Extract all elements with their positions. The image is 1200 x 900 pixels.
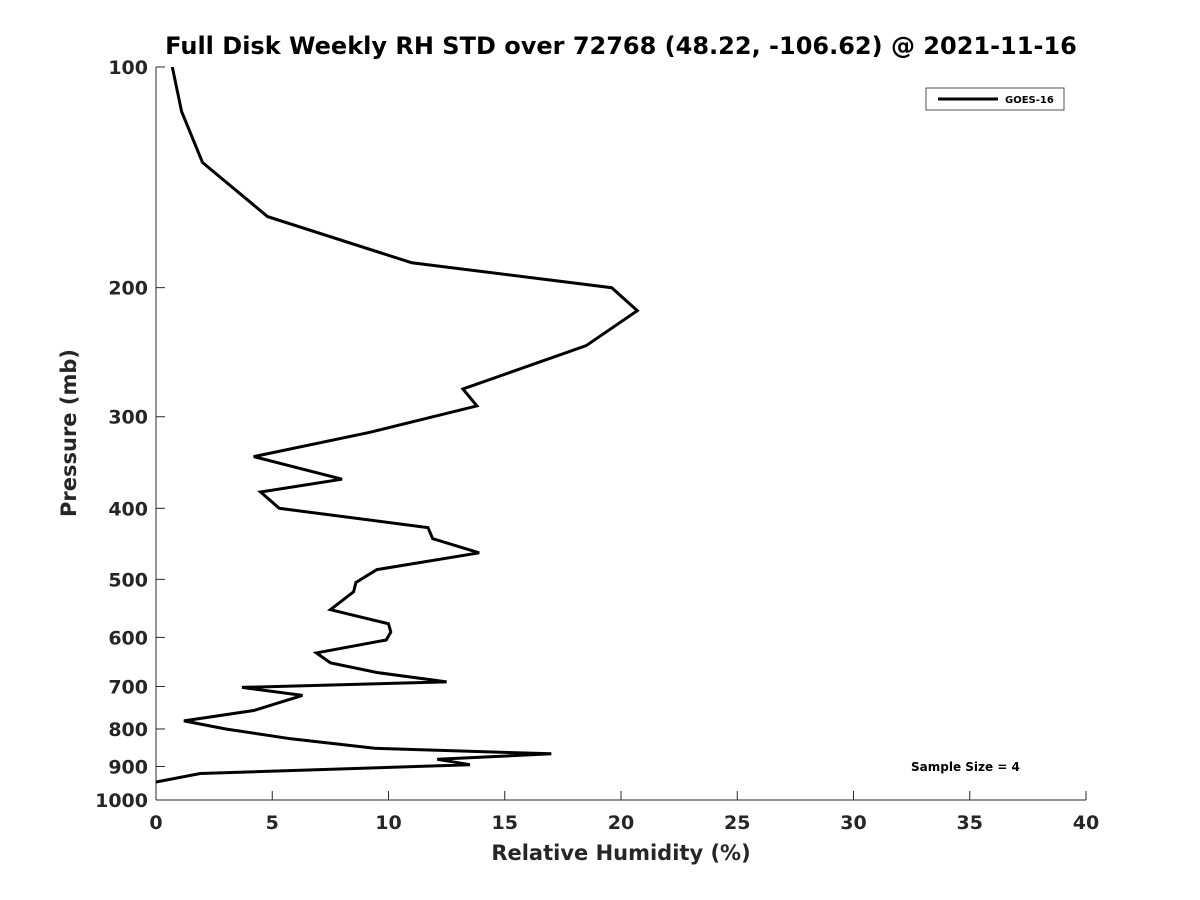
x-axis-ticks: 0 5 10 15 20 25 30 35 40 bbox=[149, 791, 1099, 834]
y-tick-label: 900 bbox=[108, 756, 148, 778]
x-tick-label: 25 bbox=[724, 812, 750, 834]
plot-background bbox=[156, 67, 1086, 800]
x-tick-label: 30 bbox=[840, 812, 866, 834]
y-tick-label: 700 bbox=[108, 676, 148, 698]
series-layer bbox=[156, 67, 640, 784]
y-tick-label: 500 bbox=[108, 569, 148, 591]
y-tick-label: 300 bbox=[108, 407, 148, 429]
x-tick-label: 20 bbox=[608, 812, 634, 834]
x-axis-label: Relative Humidity (%) bbox=[491, 841, 750, 865]
x-tick-label: 10 bbox=[375, 812, 401, 834]
x-tick-label: 5 bbox=[266, 812, 279, 834]
x-tick-label: 15 bbox=[492, 812, 518, 834]
x-tick-label: 35 bbox=[957, 812, 983, 834]
y-axis-label: Pressure (mb) bbox=[57, 349, 81, 517]
sample-size-annotation: Sample Size = 4 bbox=[911, 760, 1020, 774]
series-line-goes-16 bbox=[156, 67, 640, 784]
legend: GOES-16 bbox=[925, 87, 1065, 111]
y-tick-label: 600 bbox=[108, 627, 148, 649]
y-axis-ticks: 100 200 300 400 500 600 700 800 900 1000 bbox=[95, 57, 165, 812]
y-tick-label: 400 bbox=[108, 498, 148, 520]
y-tick-label: 200 bbox=[108, 278, 148, 300]
y-tick-label: 100 bbox=[108, 57, 148, 79]
chart-title: Full Disk Weekly RH STD over 72768 (48.2… bbox=[165, 32, 1077, 60]
x-tick-label: 0 bbox=[149, 812, 162, 834]
x-tick-label: 40 bbox=[1073, 812, 1099, 834]
y-tick-label: 1000 bbox=[95, 790, 148, 812]
y-tick-label: 800 bbox=[108, 719, 148, 741]
legend-label-goes-16: GOES-16 bbox=[1005, 95, 1054, 106]
